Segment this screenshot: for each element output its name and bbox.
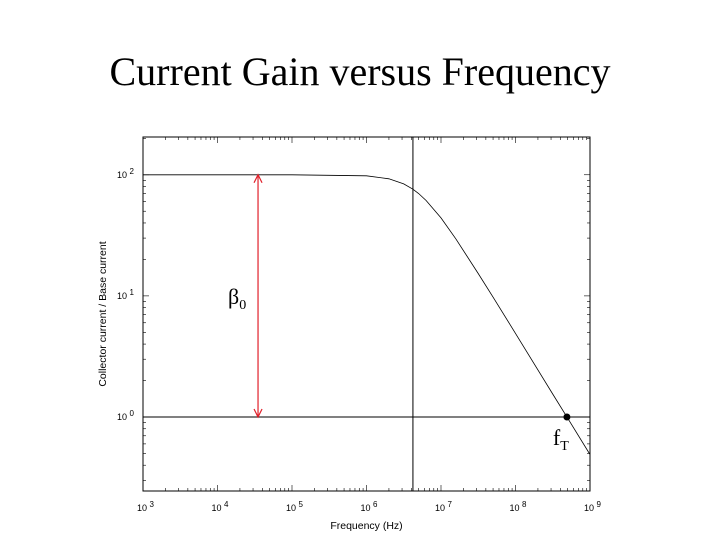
y-tick-base: 10 <box>117 412 130 422</box>
x-tick-label: 10 4 <box>212 500 230 513</box>
x-tick-base: 10 <box>212 503 225 513</box>
x-axis-label: Frequency (Hz) <box>330 520 402 532</box>
x-tick-exponent: 4 <box>224 500 229 509</box>
x-tick-base: 10 <box>435 503 448 513</box>
y-tick-label: 10 1 <box>117 288 135 301</box>
x-tick-label: 10 8 <box>510 500 528 513</box>
series-line-gain <box>143 174 591 455</box>
x-tick-base: 10 <box>361 503 374 513</box>
ft-symbol: f <box>553 425 561 450</box>
y-tick-label: 10 0 <box>117 409 135 422</box>
beta0-label: β0 <box>228 284 246 313</box>
y-tick-labels: 10 010 110 2 <box>117 167 135 422</box>
y-tick-label: 10 2 <box>117 167 135 180</box>
ft-label: fT <box>553 425 569 454</box>
x-tick-label: 10 7 <box>435 500 453 513</box>
x-tick-exponent: 6 <box>373 500 378 509</box>
beta0-subscript: 0 <box>239 298 246 313</box>
x-tick-exponent: 9 <box>597 500 602 509</box>
beta0-arrow <box>253 173 263 419</box>
y-tick-exponent: 0 <box>130 409 135 418</box>
plot-frame <box>142 136 591 492</box>
y-tick-base: 10 <box>117 291 130 301</box>
slide-title: Current Gain versus Frequency <box>109 49 611 94</box>
x-tick-label: 10 6 <box>361 500 379 513</box>
x-tick-label: 10 3 <box>137 500 155 513</box>
x-tick-exponent: 7 <box>448 500 453 509</box>
x-tick-base: 10 <box>137 503 150 513</box>
ft-point <box>563 413 571 421</box>
y-axis-label: Collector current / Base current <box>97 241 109 386</box>
x-tick-label: 10 9 <box>584 500 602 513</box>
beta0-arrow-head-bottom <box>253 408 263 419</box>
minor-ticks <box>142 137 590 491</box>
beta0-arrow-head-top <box>253 173 263 184</box>
y-tick-exponent: 2 <box>130 167 135 176</box>
x-tick-base: 10 <box>510 503 523 513</box>
x-tick-label: 10 5 <box>286 500 304 513</box>
x-tick-labels: 10 3 10 4 10 5 10 6 10 7 10 8 10 9 <box>137 500 602 513</box>
x-tick-base: 10 <box>286 503 299 513</box>
x-tick-base: 10 <box>584 503 597 513</box>
x-tick-exponent: 5 <box>299 500 304 509</box>
x-tick-exponent: 3 <box>150 500 155 509</box>
beta0-symbol: β <box>228 284 239 309</box>
ft-subscript: T <box>560 439 569 454</box>
y-tick-exponent: 1 <box>130 288 135 297</box>
x-tick-exponent: 8 <box>522 500 527 509</box>
y-tick-base: 10 <box>117 170 130 180</box>
